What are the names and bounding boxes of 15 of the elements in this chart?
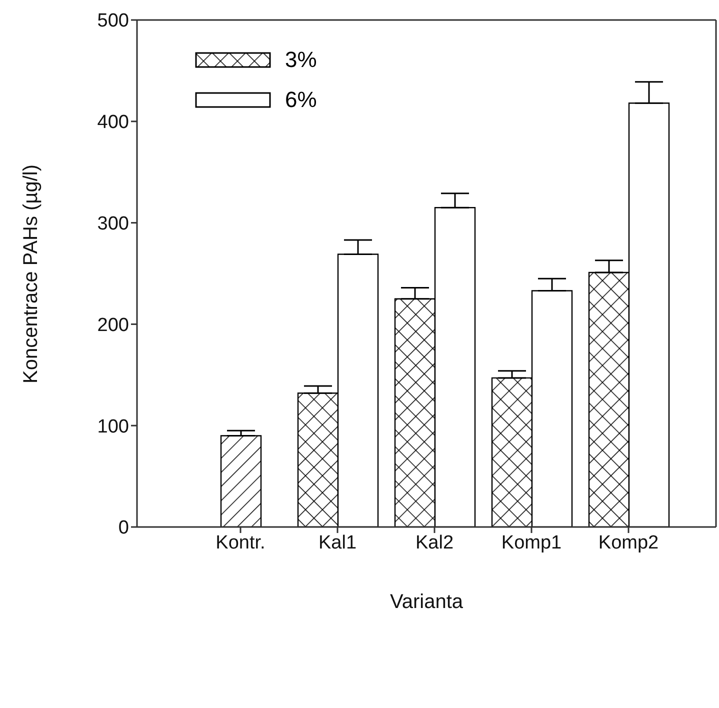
- x-axis-title: Varianta: [390, 591, 464, 613]
- y-tick-label: 300: [97, 214, 129, 235]
- y-tick-label: 400: [97, 112, 129, 134]
- x-tick-label: Komp2: [598, 532, 659, 554]
- x-tick-label: Kal1: [318, 532, 357, 554]
- y-tick-label: 500: [97, 10, 129, 32]
- legend-label: 6%: [285, 87, 317, 113]
- x-tick-label: Kontr.: [216, 532, 266, 554]
- x-tick-label: Kal2: [415, 532, 454, 554]
- legend-label: 3%: [285, 47, 317, 73]
- y-tick-label: 200: [97, 314, 129, 336]
- x-tick-label: Komp1: [501, 532, 562, 554]
- y-tick-label: 0: [118, 518, 129, 539]
- y-tick-label: 100: [97, 416, 129, 438]
- y-axis-title: Koncentrace PAHs (µg/l): [20, 164, 42, 384]
